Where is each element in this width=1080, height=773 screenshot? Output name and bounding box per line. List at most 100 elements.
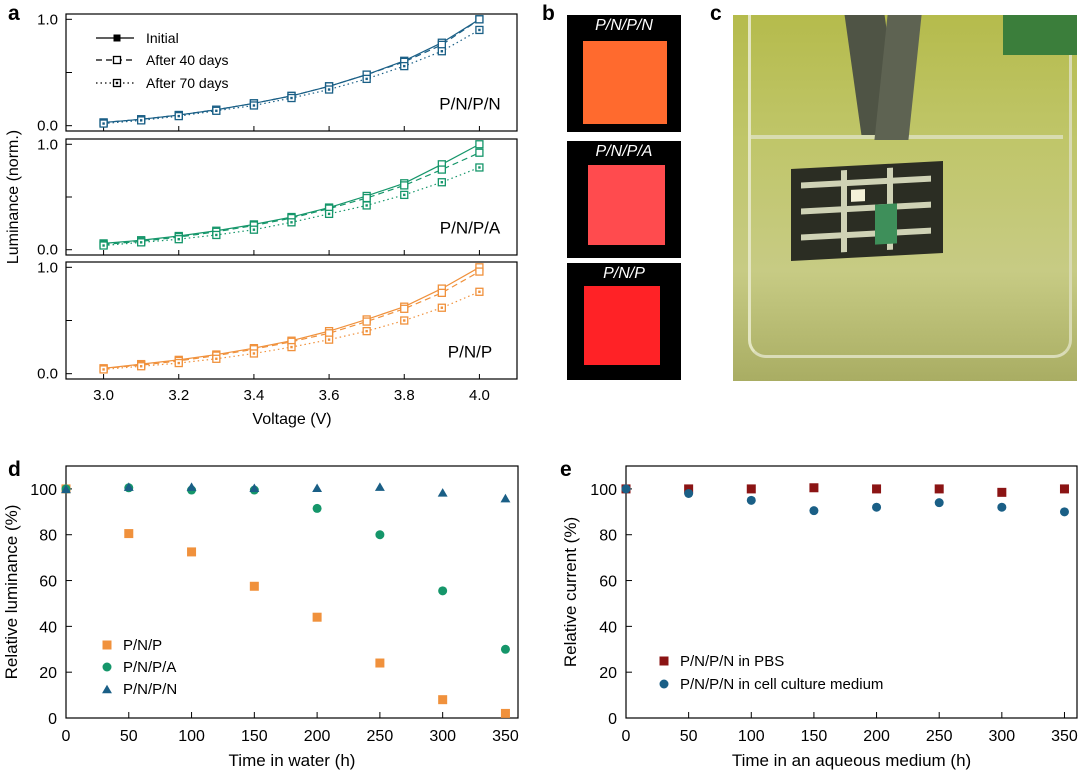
data-point [934, 498, 944, 508]
legend-label: P/N/P/N in cell culture medium [680, 676, 883, 693]
data-point [312, 483, 323, 493]
data-point [934, 484, 944, 494]
x-axis-label: Time in water (h) [229, 751, 356, 770]
data-point [500, 708, 510, 718]
y-tick-label: 80 [39, 528, 57, 545]
x-tick-label: 150 [801, 728, 828, 745]
x-tick-label: 300 [429, 728, 456, 745]
data-point-dot [102, 244, 105, 247]
data-point-dot [177, 237, 180, 241]
data-point [475, 15, 484, 24]
data-point [312, 503, 322, 513]
data-point-dot [440, 306, 444, 309]
data-point [400, 304, 409, 313]
data-point-dot [139, 241, 143, 244]
x-tick-label: 200 [304, 728, 331, 745]
x-tick-label: 100 [178, 728, 205, 745]
legend-marker [659, 656, 669, 666]
data-point [500, 493, 511, 503]
data-point [684, 484, 694, 494]
electrode-trace [841, 170, 847, 253]
beaker-glass [748, 15, 1072, 358]
series-line-0 [103, 143, 480, 244]
series-line-1 [103, 152, 480, 246]
data-point [684, 488, 694, 498]
data-point-dot [478, 290, 481, 293]
legend-label: P/N/P/N in PBS [680, 653, 784, 670]
data-point [124, 529, 134, 539]
x-tick-label: 0 [62, 728, 71, 745]
data-point-dot [215, 233, 218, 237]
data-point [437, 165, 446, 174]
y-axis-label: Luminance (norm.) [5, 130, 22, 264]
legend-marker [102, 684, 112, 694]
y-tick-label: 60 [599, 574, 617, 591]
subplot-frame [65, 13, 518, 132]
y-tick-label: 0.0 [37, 242, 58, 259]
x-tick-label: 250 [926, 728, 953, 745]
y-tick-label: 1.0 [37, 136, 58, 153]
panel-letter-d: d [8, 458, 21, 481]
x-axis-label: Voltage (V) [252, 411, 331, 428]
legend-marker [102, 640, 112, 650]
plot-frame [625, 465, 1078, 719]
panel-letter-b: b [542, 2, 555, 25]
data-point [746, 495, 756, 505]
data-point-dot [365, 77, 368, 81]
panel-letter-e: e [560, 458, 572, 481]
beaker-photo [733, 15, 1077, 381]
x-tick-label: 250 [367, 728, 394, 745]
panel-a: 0.01.0P/N/P/N0.01.0P/N/P/A0.01.0P/N/P3.0… [5, 11, 518, 428]
data-point [475, 267, 484, 276]
x-tick-label: 300 [988, 728, 1015, 745]
photo-tile-pnp: P/N/P [567, 263, 681, 380]
y-tick-label: 100 [590, 482, 617, 499]
series-line-2 [103, 166, 480, 247]
y-tick-label: 0 [48, 711, 57, 728]
data-point-dot [102, 122, 105, 125]
legend-label: After 40 days [146, 52, 229, 68]
y-tick-label: 20 [599, 665, 617, 682]
data-point [61, 484, 71, 494]
electrode-trace [801, 227, 931, 241]
x-tick-label: 200 [863, 728, 890, 745]
panel-letter-a: a [8, 2, 20, 25]
data-point-dot [403, 64, 406, 68]
data-point-dot [139, 365, 143, 368]
data-point-dot [327, 212, 331, 216]
series-line-1 [103, 18, 480, 124]
data-point-dot [478, 166, 481, 169]
data-point-dot [403, 193, 406, 197]
x-tick-label: 50 [120, 728, 138, 745]
data-point-dot [252, 104, 256, 107]
photo-tile-pnpn: P/N/P/N [567, 15, 681, 132]
y-tick-label: 1.0 [37, 11, 58, 28]
legend-label: P/N/P/A [123, 659, 176, 676]
data-point-dot [440, 50, 444, 53]
data-point-dot [290, 96, 293, 100]
panel-letter-c: c [710, 2, 722, 25]
emission-square [583, 41, 667, 124]
data-point [438, 695, 448, 705]
data-point-dot [290, 345, 293, 349]
y-tick-label: 100 [30, 482, 57, 499]
data-point-dot [139, 119, 143, 122]
y-tick-label: 1.0 [37, 259, 58, 276]
legend-marker [102, 662, 112, 672]
x-tick-label: 100 [738, 728, 765, 745]
data-point-dot [215, 357, 218, 360]
subplot-label: P/N/P/A [440, 219, 501, 238]
y-tick-label: 0.0 [37, 118, 58, 135]
x-tick-label: 350 [492, 728, 519, 745]
legend-label: P/N/P [123, 637, 162, 654]
data-point [500, 644, 510, 654]
data-point-dot [403, 319, 406, 322]
data-point [186, 482, 197, 491]
subplot-frame [65, 261, 518, 380]
data-point-dot [290, 221, 293, 224]
data-point [312, 612, 322, 622]
subplot-label: P/N/P [448, 342, 492, 361]
data-point-dot [478, 28, 481, 32]
series-line-2 [103, 291, 480, 371]
